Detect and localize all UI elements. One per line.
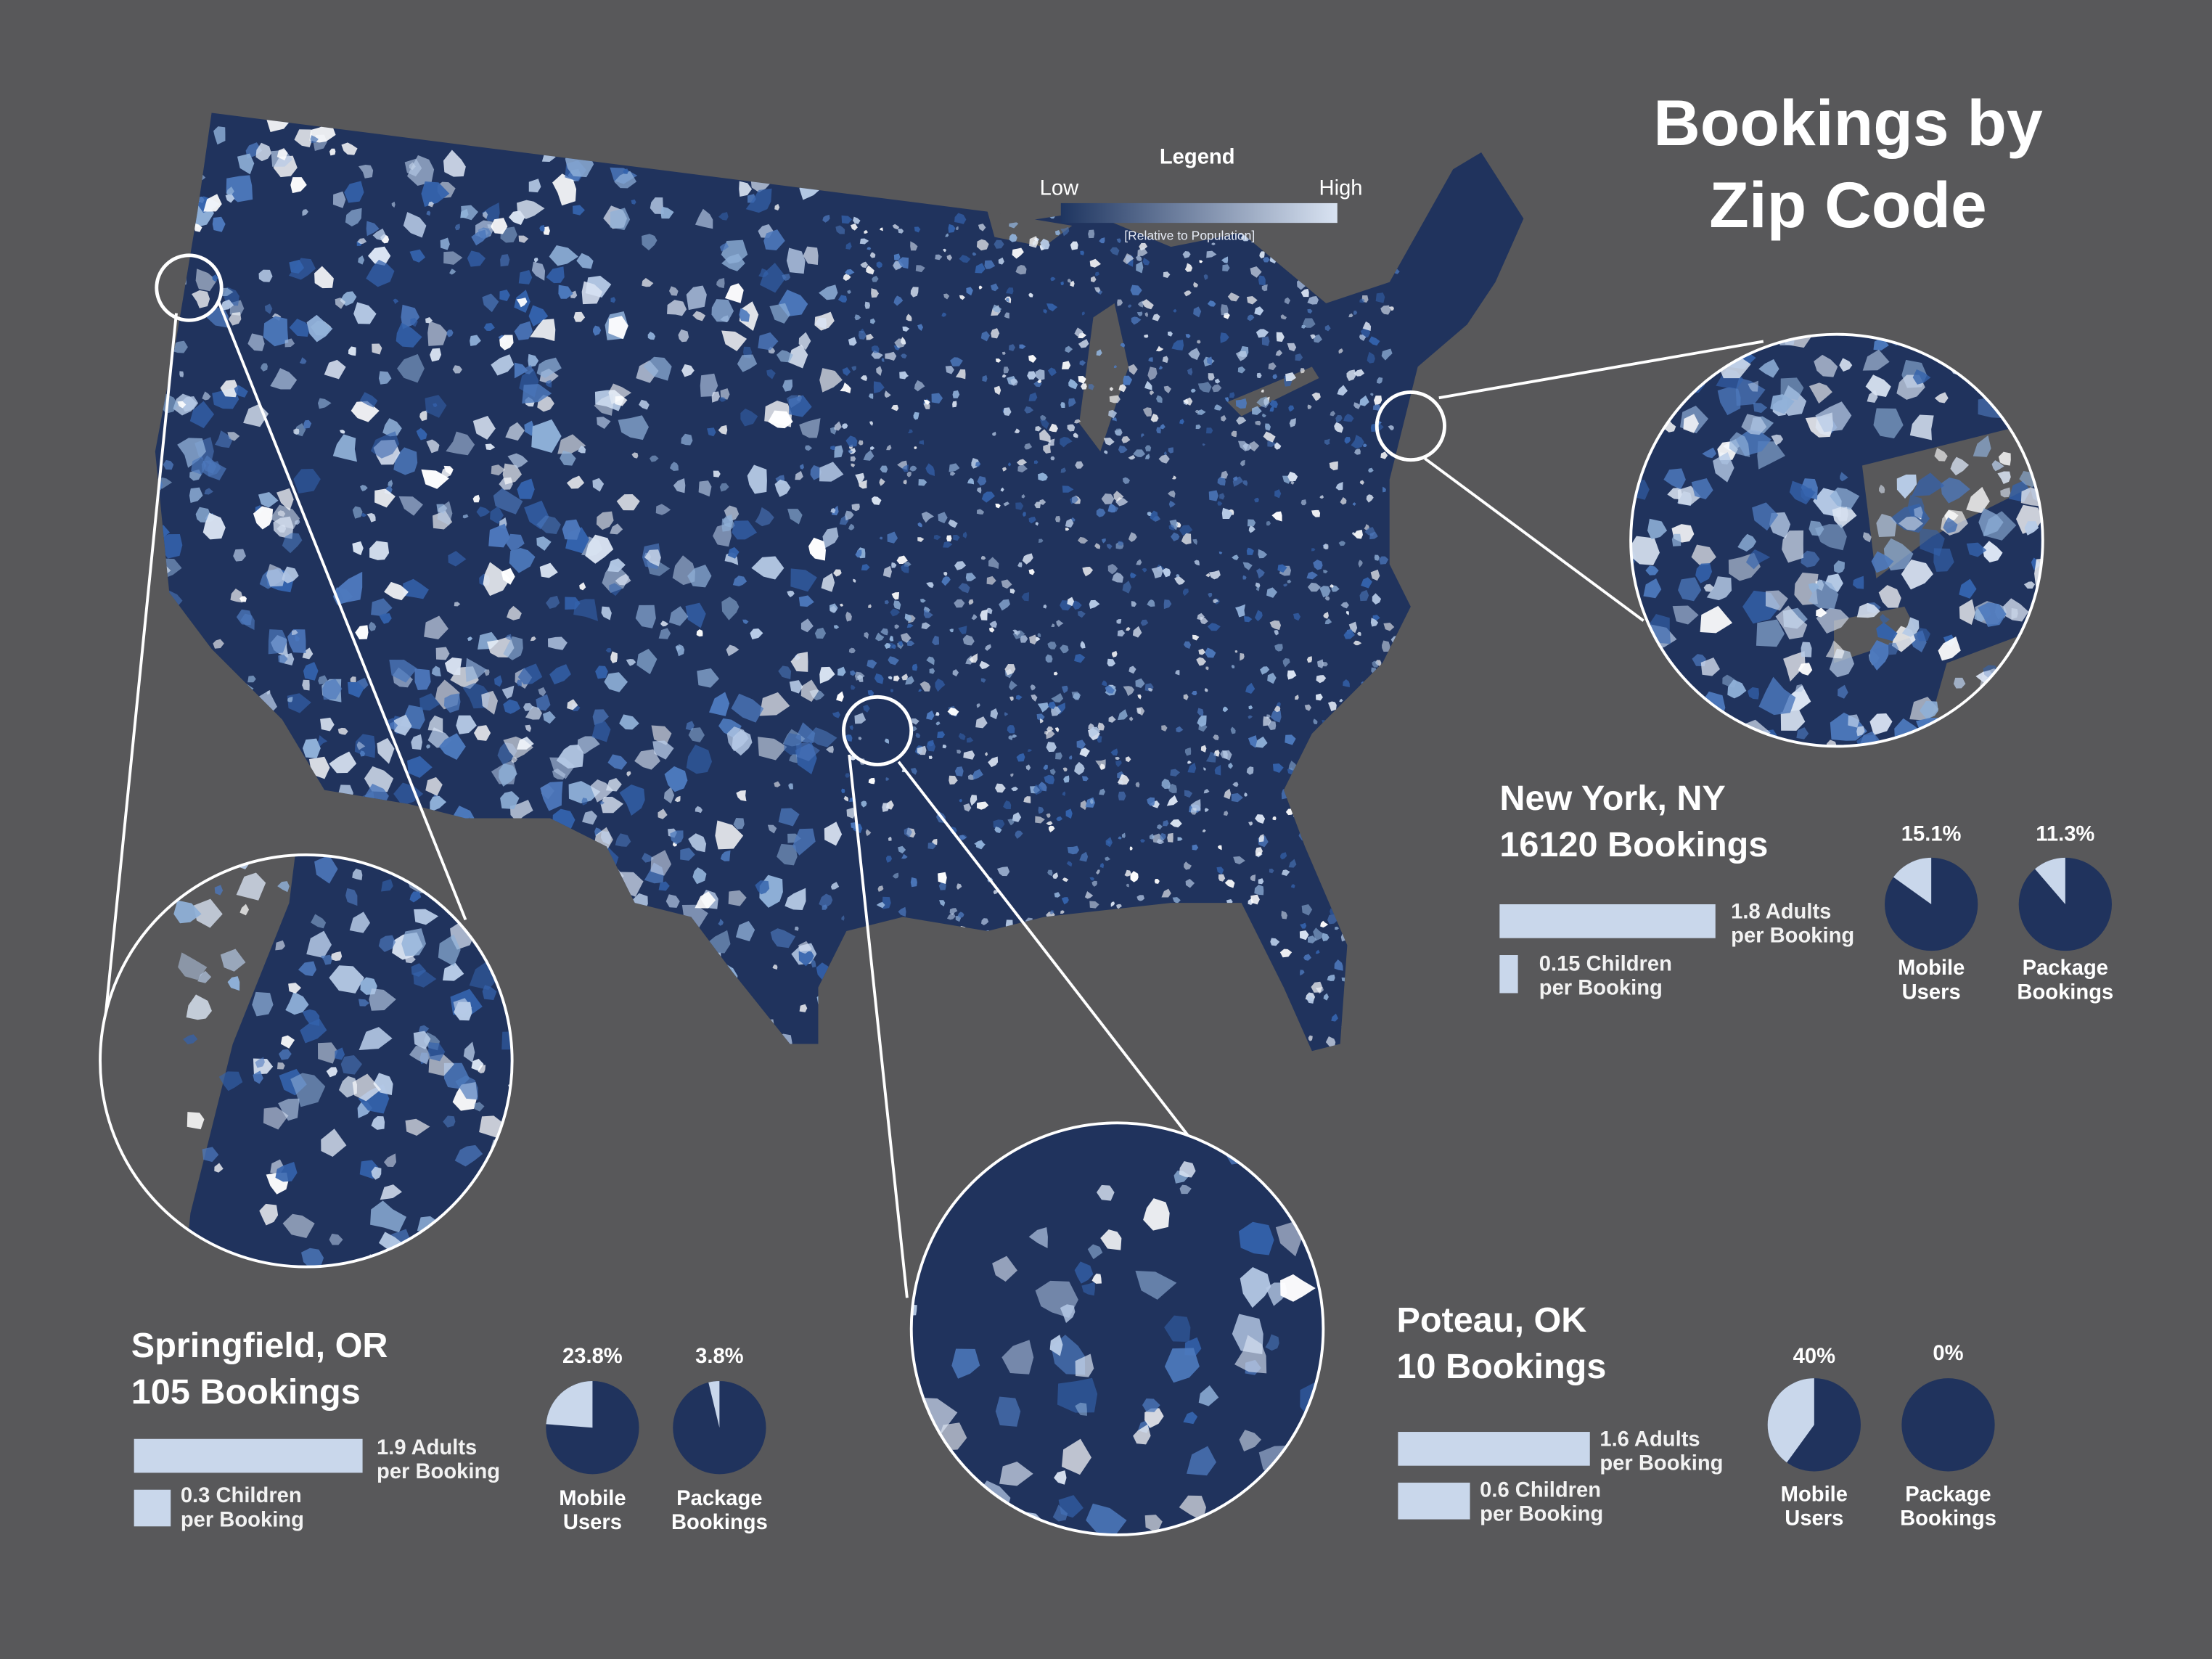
lake-erie [1227, 366, 1319, 417]
springfield-zoom-circle [99, 853, 514, 1269]
springfield-package-pct: 3.8% [695, 1344, 744, 1369]
poteau-package-label2: Bookings [1900, 1507, 1996, 1531]
new-york-children-label: 0.15 Children per Booking [1539, 952, 1672, 1000]
poteau-zoom-circle [909, 1121, 1325, 1536]
new-york-bookings-count: 16120 Bookings [1499, 825, 1769, 865]
springfield-children-bar [134, 1489, 171, 1527]
springfield-mobile-label2: Users [562, 1510, 622, 1535]
new-york-adults-bar [1499, 904, 1716, 938]
springfield-package-label1: Package [676, 1486, 763, 1511]
new-york-mobile-label1: Mobile [1898, 956, 1965, 980]
new-york-children-line1: 0.15 Children [1539, 952, 1672, 977]
poteau-adults-bar [1398, 1432, 1590, 1466]
new-york-adults-label: 1.8 Adults per Booking [1731, 900, 1854, 948]
poteau-children-bar [1398, 1483, 1470, 1520]
new-york-mobile-pie-slice [1893, 857, 1932, 905]
new-york-adults-line2: per Booking [1731, 924, 1855, 949]
zoom-connector-lines [101, 301, 1764, 1298]
springfield-mobile-label1: Mobile [559, 1486, 626, 1511]
new-york-children-bar [1499, 955, 1518, 994]
poteau-mobile-label1: Mobile [1780, 1483, 1848, 1507]
poteau-mobile-label2: Users [1785, 1507, 1844, 1531]
page-title-line2: Zip Code [1709, 168, 1987, 242]
springfield-mobile-pct: 23.8% [562, 1344, 623, 1369]
poteau-bookings-count: 10 Bookings [1396, 1347, 1607, 1387]
page-title-line1: Bookings by [1653, 86, 2043, 160]
new-york-package-label2: Bookings [2017, 980, 2114, 1005]
new-york-package-label1: Package [2022, 956, 2109, 980]
new-york-mobile-pie [1885, 857, 1978, 951]
springfield-children-line1: 0.3 Children [180, 1483, 302, 1509]
page-title: Bookings by Zip Code [1608, 82, 2088, 245]
new-york-package-pct: 11.3% [2036, 822, 2095, 847]
poteau-package-pct: 0% [1933, 1341, 1964, 1366]
springfield-children-label: 0.3 Children per Booking [181, 1484, 304, 1532]
springfield-children-line2: per Booking [180, 1508, 304, 1533]
new-york-city-name: New York, NY [1499, 779, 1726, 819]
new-york-package-label: Package Bookings [1995, 957, 2136, 1004]
new-york-mobile-label: Mobile Users [1861, 957, 2002, 1004]
poteau-children-line2: per Booking [1480, 1502, 1604, 1527]
springfield-bookings-count: 105 Bookings [131, 1372, 361, 1412]
springfield-package-pie [673, 1381, 766, 1475]
legend-title: Legend [1159, 145, 1235, 170]
poteau-mobile-pie-slice [1767, 1378, 1814, 1463]
new-york-package-pie [2018, 857, 2112, 951]
legend-low-label: Low [1039, 176, 1079, 201]
poteau-children-label: 0.6 Children per Booking [1480, 1478, 1603, 1526]
poteau-adults-label: 1.6 Adults per Booking [1599, 1427, 1723, 1475]
springfield-adults-line1: 1.9 Adults [377, 1435, 478, 1460]
new-york-panel: New York, NY 16120 Bookings [1499, 776, 1768, 869]
legend-high-label: High [1319, 176, 1363, 201]
springfield-adults-label: 1.9 Adults per Booking [377, 1436, 500, 1484]
legend-gradient-bar [1060, 202, 1338, 224]
new-york-zoom-circle [1629, 332, 2044, 748]
new-york-adults-line1: 1.8 Adults [1731, 900, 1832, 925]
poteau-panel: Poteau, OK 10 Bookings [1396, 1298, 1606, 1390]
poteau-locator-circle [842, 695, 914, 767]
springfield-panel: Springfield, OR 105 Bookings [131, 1323, 388, 1416]
new-york-mobile-label2: Users [1901, 980, 1961, 1005]
lake-superior [987, 211, 1073, 247]
poteau-mobile-label: Mobile Users [1744, 1483, 1885, 1531]
springfield-city-name: Springfield, OR [131, 1326, 388, 1366]
new-york-package-pie-slice [2035, 857, 2065, 905]
new-york-locator-circle [1375, 390, 1446, 462]
new-york-mobile-pct: 15.1% [1901, 822, 1962, 847]
poteau-mobile-pie [1767, 1378, 1861, 1472]
springfield-package-label2: Bookings [671, 1510, 768, 1535]
poteau-mobile-pct: 40% [1793, 1344, 1836, 1369]
poteau-children-line1: 0.6 Children [1480, 1478, 1602, 1503]
springfield-locator-circle [155, 253, 224, 322]
poteau-adults-line1: 1.6 Adults [1599, 1427, 1700, 1452]
springfield-package-pie-slice [708, 1381, 720, 1428]
springfield-mobile-label: Mobile Users [522, 1487, 663, 1535]
springfield-mobile-pie [546, 1381, 639, 1475]
poteau-package-label1: Package [1905, 1483, 1991, 1507]
springfield-adults-line2: per Booking [377, 1459, 501, 1484]
legend-note: [Relative to Population] [1124, 228, 1255, 243]
lake-michigan [1079, 303, 1129, 452]
springfield-adults-bar [134, 1438, 362, 1473]
poteau-package-pie [1901, 1378, 1995, 1472]
poteau-package-label: Package Bookings [1877, 1483, 2018, 1531]
poteau-adults-line2: per Booking [1599, 1451, 1724, 1476]
poteau-city-name: Poteau, OK [1396, 1300, 1587, 1340]
springfield-mobile-pie-slice [546, 1381, 593, 1428]
springfield-package-label: Package Bookings [649, 1487, 790, 1535]
new-york-children-line2: per Booking [1539, 976, 1663, 1001]
poteau-package-pie-base [1901, 1378, 1995, 1472]
